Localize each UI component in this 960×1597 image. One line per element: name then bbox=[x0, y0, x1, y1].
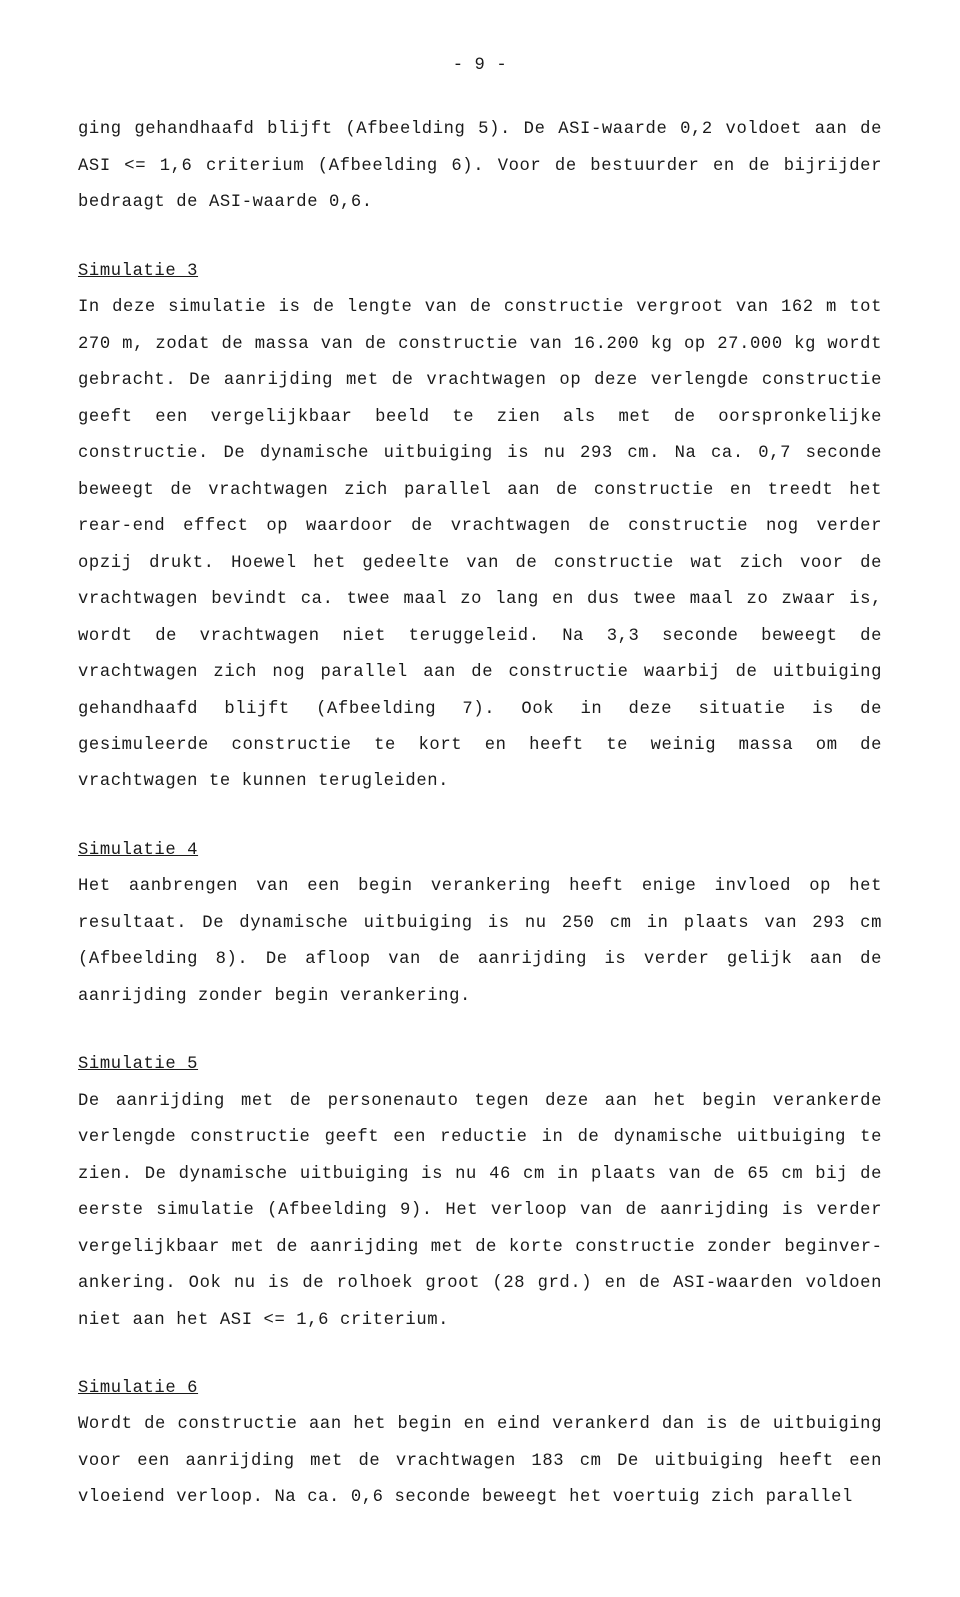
simulatie-5-title: Simulatie 5 bbox=[78, 1055, 198, 1074]
simulatie-5-body: De aanrijding met de personenauto tegen … bbox=[78, 1092, 882, 1330]
simulatie-3-body: In deze simulatie is de lengte van de co… bbox=[78, 298, 882, 791]
page: - 9 - ging gehandhaafd blijft (Afbeeldin… bbox=[0, 0, 960, 1597]
simulatie-4-title: Simulatie 4 bbox=[78, 841, 198, 860]
simulatie-6-content: Simulatie 6 Wordt de constructie aan het… bbox=[78, 1371, 882, 1517]
simulatie-5-content: Simulatie 5 De aanrijding met de persone… bbox=[78, 1047, 882, 1339]
simulatie-6-title: Simulatie 6 bbox=[78, 1379, 198, 1398]
simulatie-4: Simulatie 4 Het aanbrengen van een begin… bbox=[78, 833, 882, 1015]
simulatie-6-body: Wordt de constructie aan het begin en ei… bbox=[78, 1415, 882, 1507]
page-number: - 9 - bbox=[78, 48, 882, 84]
simulatie-4-content: Simulatie 4 Het aanbrengen van een begin… bbox=[78, 833, 882, 1015]
simulatie-3-content: Simulatie 3 In deze simulatie is de leng… bbox=[78, 254, 882, 801]
simulatie-6: Simulatie 6 Wordt de constructie aan het… bbox=[78, 1371, 882, 1517]
simulatie-3: Simulatie 3 In deze simulatie is de leng… bbox=[78, 254, 882, 801]
simulatie-4-body: Het aanbrengen van een begin verankering… bbox=[78, 877, 882, 1005]
simulatie-3-title: Simulatie 3 bbox=[78, 262, 198, 281]
simulatie-5: Simulatie 5 De aanrijding met de persone… bbox=[78, 1047, 882, 1339]
intro-paragraph: ging gehandhaafd blijft (Afbeelding 5). … bbox=[78, 112, 882, 221]
